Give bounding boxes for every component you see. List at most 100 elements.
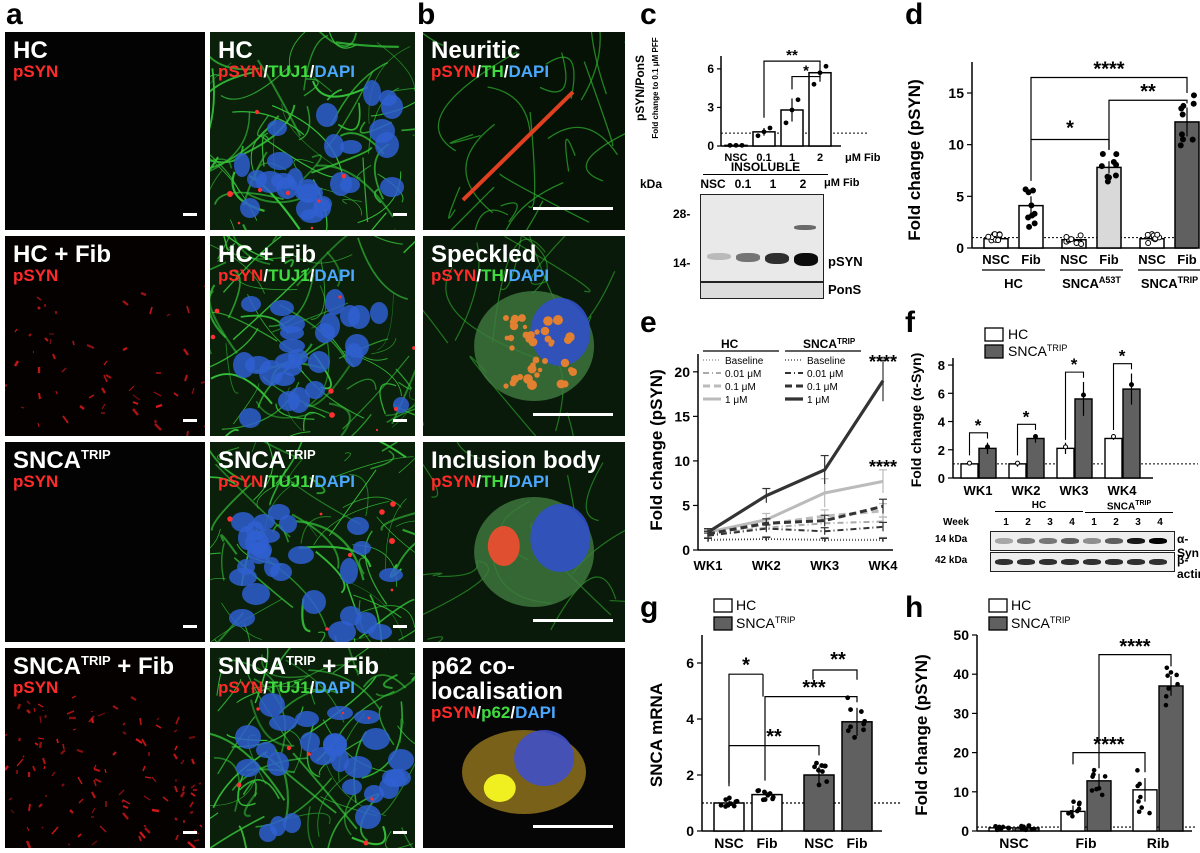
data-point bbox=[728, 801, 734, 807]
micrograph-label: HC + Fib pSYN bbox=[13, 242, 111, 285]
psyn-aggregate bbox=[182, 785, 185, 792]
psyn-aggregate bbox=[166, 313, 171, 317]
neurite-fiber bbox=[423, 309, 449, 344]
legend-label: HC bbox=[736, 597, 756, 613]
psyn-aggregate bbox=[26, 826, 30, 832]
micrograph-title-sup: TRIP bbox=[286, 447, 316, 462]
data-point bbox=[1091, 767, 1097, 773]
micrograph-channels: pSYN/TUJ1/DAPI bbox=[218, 679, 379, 697]
scale-bar bbox=[533, 825, 613, 828]
data-point bbox=[1164, 665, 1170, 671]
psyn-speckle bbox=[543, 316, 553, 326]
nucleus-dapi bbox=[269, 715, 297, 731]
nucleus-dapi bbox=[345, 343, 363, 367]
neurite-fiber bbox=[350, 413, 372, 436]
psyn-speckle bbox=[507, 334, 515, 342]
micrograph-image bbox=[210, 32, 415, 230]
channel-label: pSYN bbox=[13, 266, 59, 286]
neurite-fiber bbox=[210, 449, 244, 481]
blot-band-label: pSYN bbox=[828, 254, 863, 269]
psyn-aggregate bbox=[25, 840, 32, 848]
micrograph-label: SNCATRIP + Fib pSYN bbox=[13, 654, 174, 697]
psyn-aggregate bbox=[90, 717, 95, 724]
data-point bbox=[1063, 234, 1070, 241]
psyn-spot bbox=[237, 221, 241, 225]
legend-title: SNCATRIP bbox=[803, 337, 856, 352]
sig-bracket bbox=[812, 669, 858, 680]
bar-f-SNCA-1 bbox=[1026, 437, 1045, 479]
psyn-aggregate bbox=[151, 776, 157, 783]
psyn-aggregate bbox=[37, 306, 41, 310]
channel-label: DAPI bbox=[508, 62, 550, 82]
scale-bar bbox=[393, 419, 407, 422]
neurite-fiber bbox=[287, 458, 303, 484]
x-tick-label: 1 bbox=[789, 152, 795, 163]
data-point bbox=[1179, 136, 1186, 143]
neuritic-psyn bbox=[461, 90, 575, 202]
nucleus-dapi bbox=[279, 515, 297, 533]
channel-label: / bbox=[510, 703, 516, 723]
neurite-fiber bbox=[295, 520, 365, 581]
data-point bbox=[1074, 808, 1080, 814]
data-point bbox=[1174, 672, 1179, 678]
data-point bbox=[1190, 100, 1197, 107]
blot-lane-label: 0.1 bbox=[734, 177, 752, 191]
neurite-fiber bbox=[362, 157, 369, 223]
psyn-aggregate bbox=[66, 710, 75, 715]
nucleus-dapi bbox=[268, 504, 290, 520]
channel-label: / bbox=[476, 62, 482, 82]
psyn-spot bbox=[347, 552, 353, 558]
data-point bbox=[996, 231, 1003, 238]
blot-band bbox=[1105, 559, 1123, 565]
data-point bbox=[993, 823, 998, 829]
psyn-spot bbox=[329, 412, 335, 418]
data-point bbox=[731, 803, 737, 809]
data-point bbox=[1135, 768, 1140, 773]
channel-label: pSYN bbox=[431, 703, 477, 723]
psyn-aggregate bbox=[135, 738, 143, 744]
data-point bbox=[789, 107, 795, 113]
data-point bbox=[739, 142, 745, 148]
neurite-fiber bbox=[210, 482, 253, 531]
psyn-spot bbox=[367, 716, 371, 720]
sig-label: ** bbox=[830, 649, 846, 671]
psyn-aggregate bbox=[93, 779, 97, 787]
data-point bbox=[1166, 686, 1171, 691]
neurite-fiber bbox=[374, 188, 382, 204]
micrograph-label: HC pSYN bbox=[13, 38, 58, 81]
sig-bracket bbox=[791, 75, 821, 90]
nucleus-dapi bbox=[295, 711, 319, 727]
nucleus-dapi bbox=[233, 352, 255, 378]
data-point bbox=[1028, 202, 1035, 209]
neurite-fiber bbox=[243, 622, 251, 642]
nucleus-dapi bbox=[340, 606, 362, 626]
psyn-aggregate bbox=[132, 401, 139, 405]
blot-band-label: β-actin bbox=[1177, 553, 1200, 581]
legend-swatch bbox=[984, 327, 1004, 342]
background bbox=[5, 236, 205, 436]
neurite-fiber bbox=[580, 32, 601, 101]
neurite-fiber bbox=[521, 236, 548, 294]
nucleus-dapi bbox=[259, 360, 283, 386]
blot-lane-label: 4 bbox=[1069, 517, 1075, 528]
psyn-speckle bbox=[516, 373, 524, 381]
psyn-aggregate bbox=[186, 305, 190, 314]
psyn-aggregate bbox=[118, 789, 125, 796]
neurite-fiber bbox=[378, 705, 395, 746]
data-point bbox=[1026, 823, 1032, 828]
neurite-fiber bbox=[311, 146, 373, 174]
micrograph-title-sup: TRIP bbox=[286, 653, 316, 668]
micrograph-channels: pSYN/TUJ1/DAPI bbox=[218, 267, 355, 285]
channel-label: / bbox=[476, 472, 482, 492]
neurite-fiber bbox=[368, 46, 411, 124]
blot-band bbox=[1083, 559, 1101, 565]
psyn-spot bbox=[285, 190, 291, 196]
channel-label: / bbox=[309, 62, 315, 82]
nucleus-dapi bbox=[381, 95, 403, 119]
y-tick-label: 10 bbox=[674, 453, 690, 469]
neurite-fiber bbox=[504, 236, 591, 293]
blot-lane-label: NSC bbox=[700, 177, 726, 191]
chart-d: Fold change (pSYN) 0 5 10 15 NSC Fib NSC Fib NSC F… bbox=[905, 58, 1200, 291]
psyn-aggregate bbox=[55, 390, 58, 395]
neurite-fiber bbox=[210, 62, 232, 85]
